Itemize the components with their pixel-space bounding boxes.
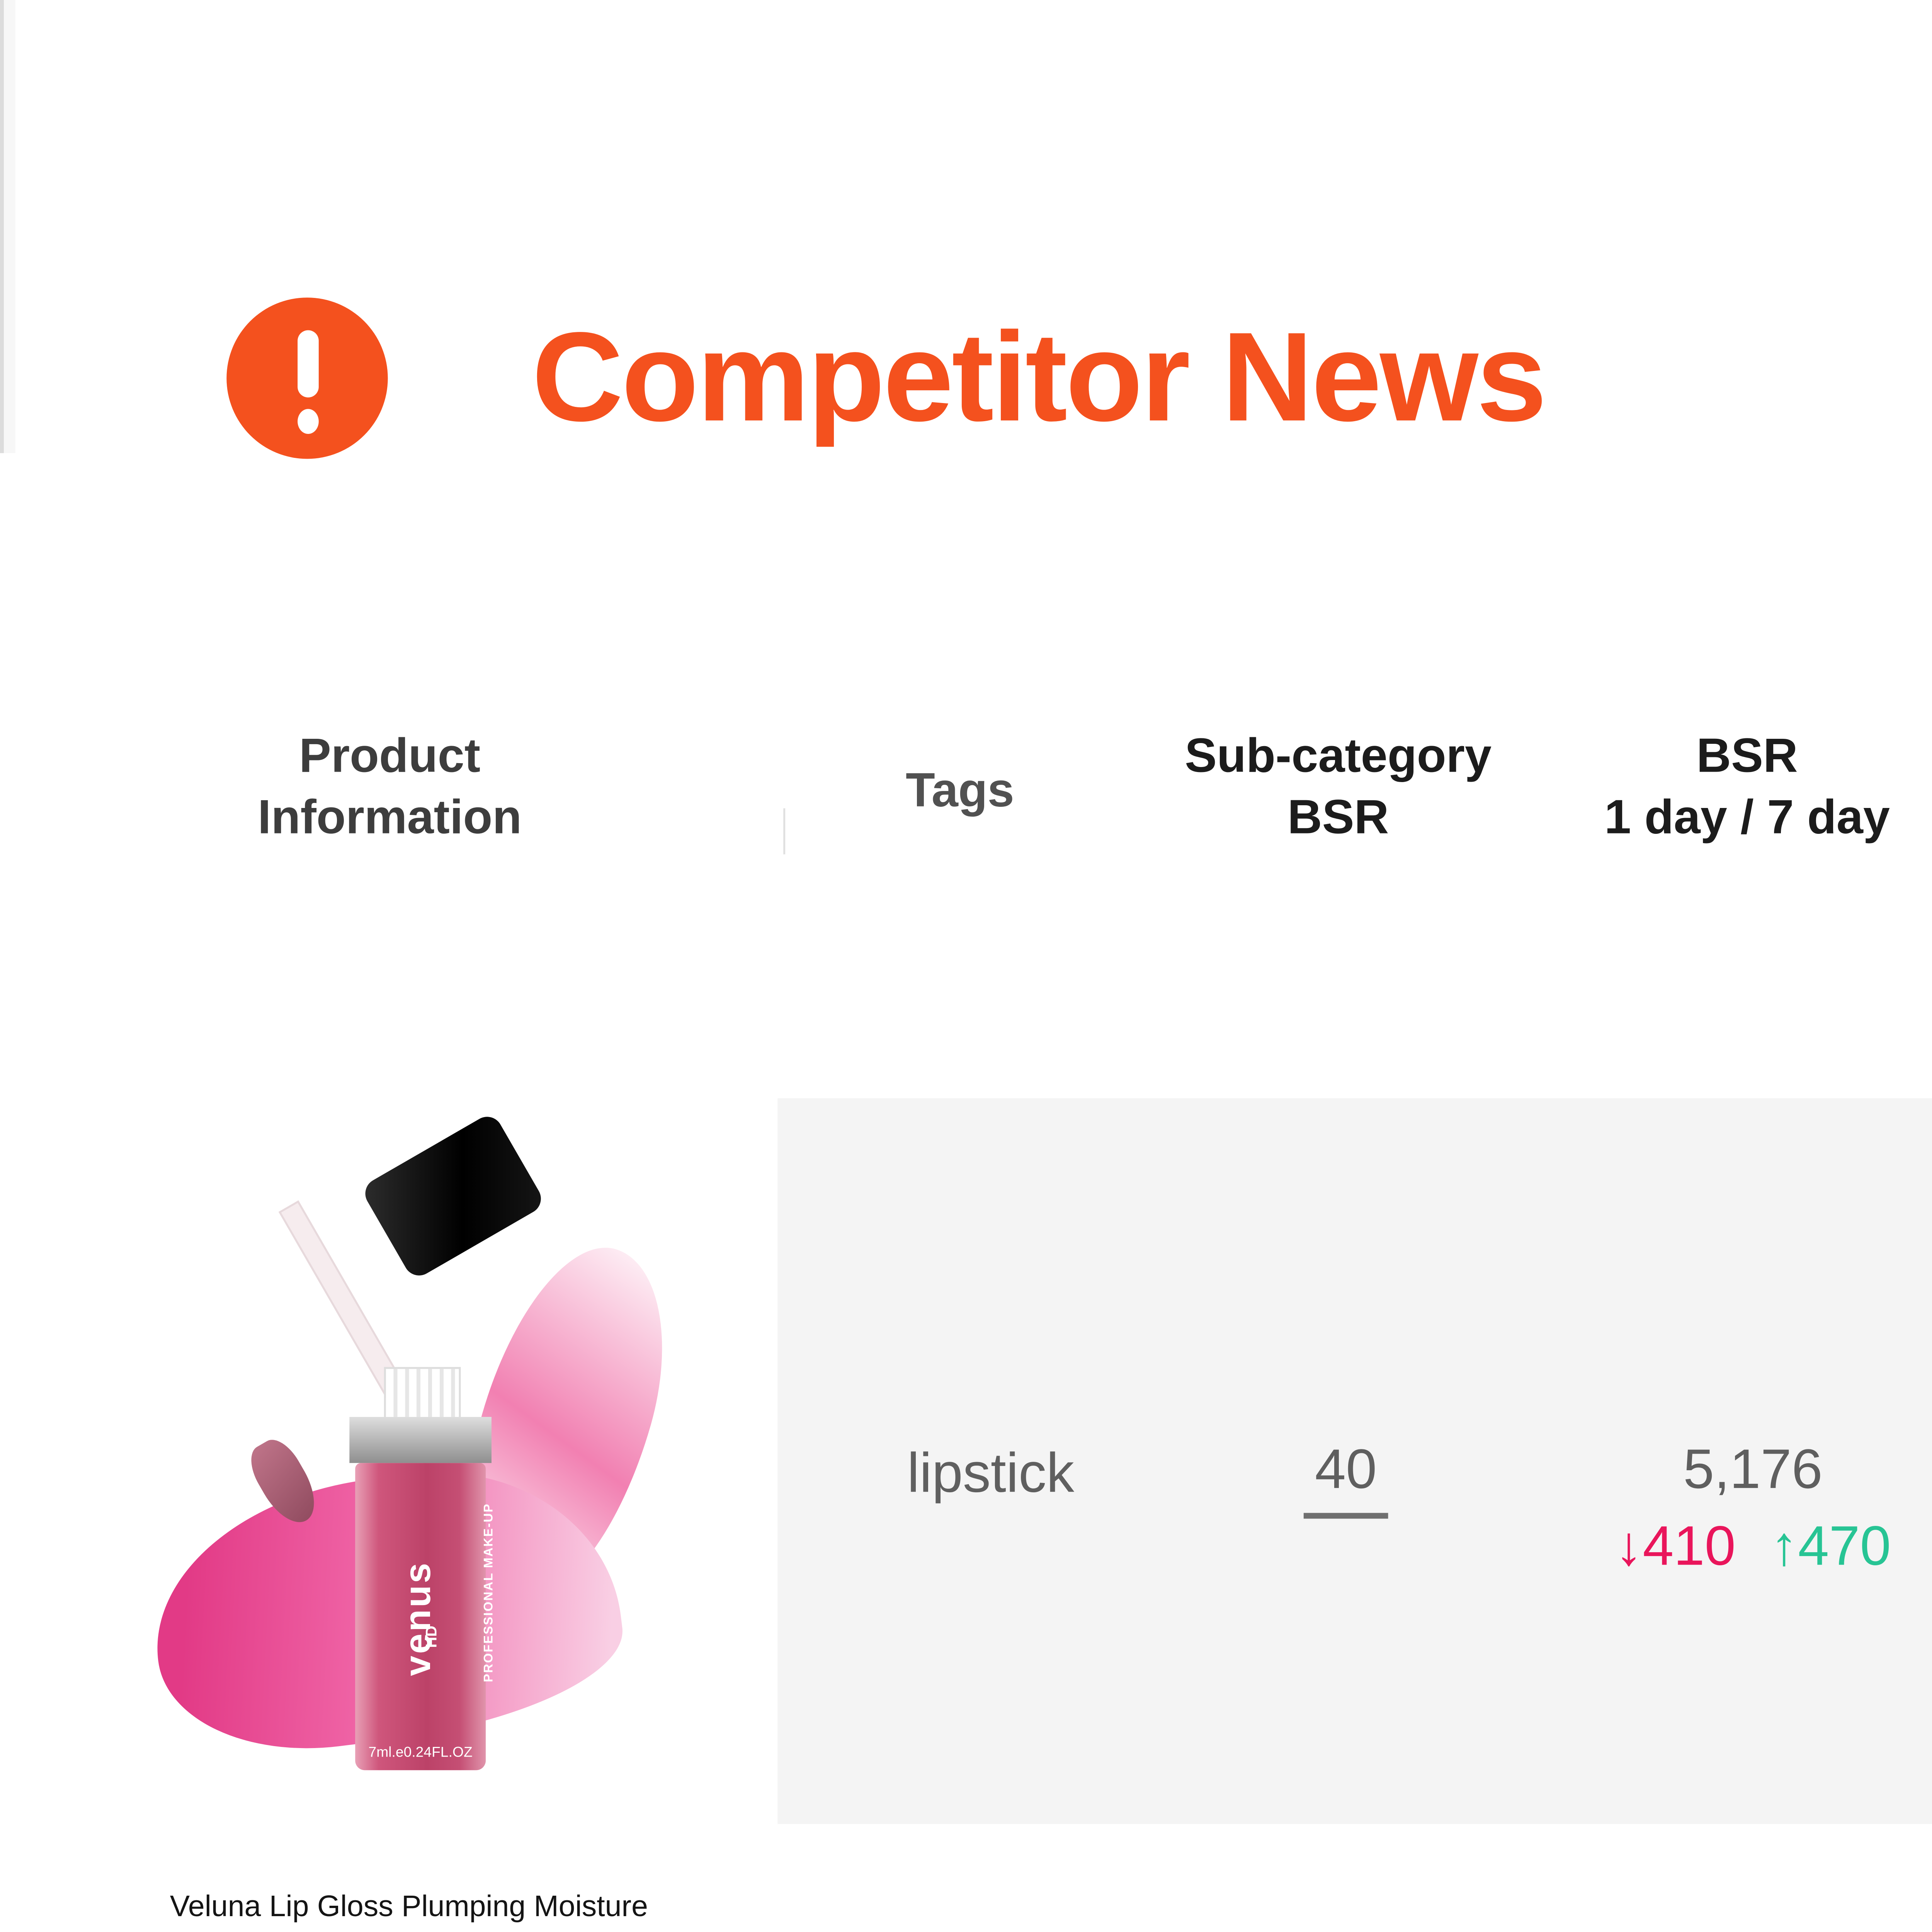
tube-tagline: PROFESSIONAL MAKE-UP [483, 1503, 497, 1682]
column-header-product-information: Product Information [258, 730, 522, 845]
alert-icon-bar [296, 330, 318, 398]
tube-volume-label: 7ml.e0.24FL.OZ [368, 1743, 473, 1761]
alert-icon [226, 298, 388, 459]
subcategory-bsr-link[interactable]: 40 [1303, 1438, 1389, 1519]
tube-brand-label: venus [399, 1561, 440, 1676]
row-subcategory-bsr-value: 40 [1231, 1438, 1461, 1519]
arrow-up-icon: ↑ [1770, 1517, 1798, 1578]
tube-silver-band [349, 1417, 492, 1463]
tube-neck [384, 1367, 461, 1423]
applicator-cap [359, 1111, 547, 1281]
row-bsr-change: ↓410 ↑470 [1522, 1517, 1932, 1580]
arrow-down-icon: ↓ [1615, 1517, 1643, 1578]
column-divider [783, 808, 786, 855]
tube-brand-suffix: HD [423, 1626, 440, 1648]
bsr-up-change: ↑470 [1770, 1517, 1891, 1578]
bsr-down-change: ↓410 [1615, 1517, 1736, 1578]
row-bsr-value: 5,176 [1683, 1440, 1823, 1502]
column-header-bsr: BSR 1 day / 7 day [1604, 730, 1890, 845]
alert-icon-dot [296, 409, 318, 434]
table-row [777, 1098, 1932, 1824]
tube-body: venus HD PROFESSIONAL MAKE-UP 7ml.e0.24F… [355, 1463, 496, 1770]
column-header-tags: Tags [906, 764, 1014, 818]
product-title: Veluna Lip Gloss Plumping Moisture Pink … [170, 1891, 648, 1932]
page-title: Competitor News [532, 305, 1547, 447]
row-tag-value: lipstick [907, 1444, 1075, 1505]
column-header-subcategory-bsr: Sub-category BSR [1185, 730, 1492, 845]
panel-edge-divider [0, 0, 15, 453]
product-image[interactable]: venus HD PROFESSIONAL MAKE-UP 7ml.e0.24F… [134, 1104, 695, 1843]
